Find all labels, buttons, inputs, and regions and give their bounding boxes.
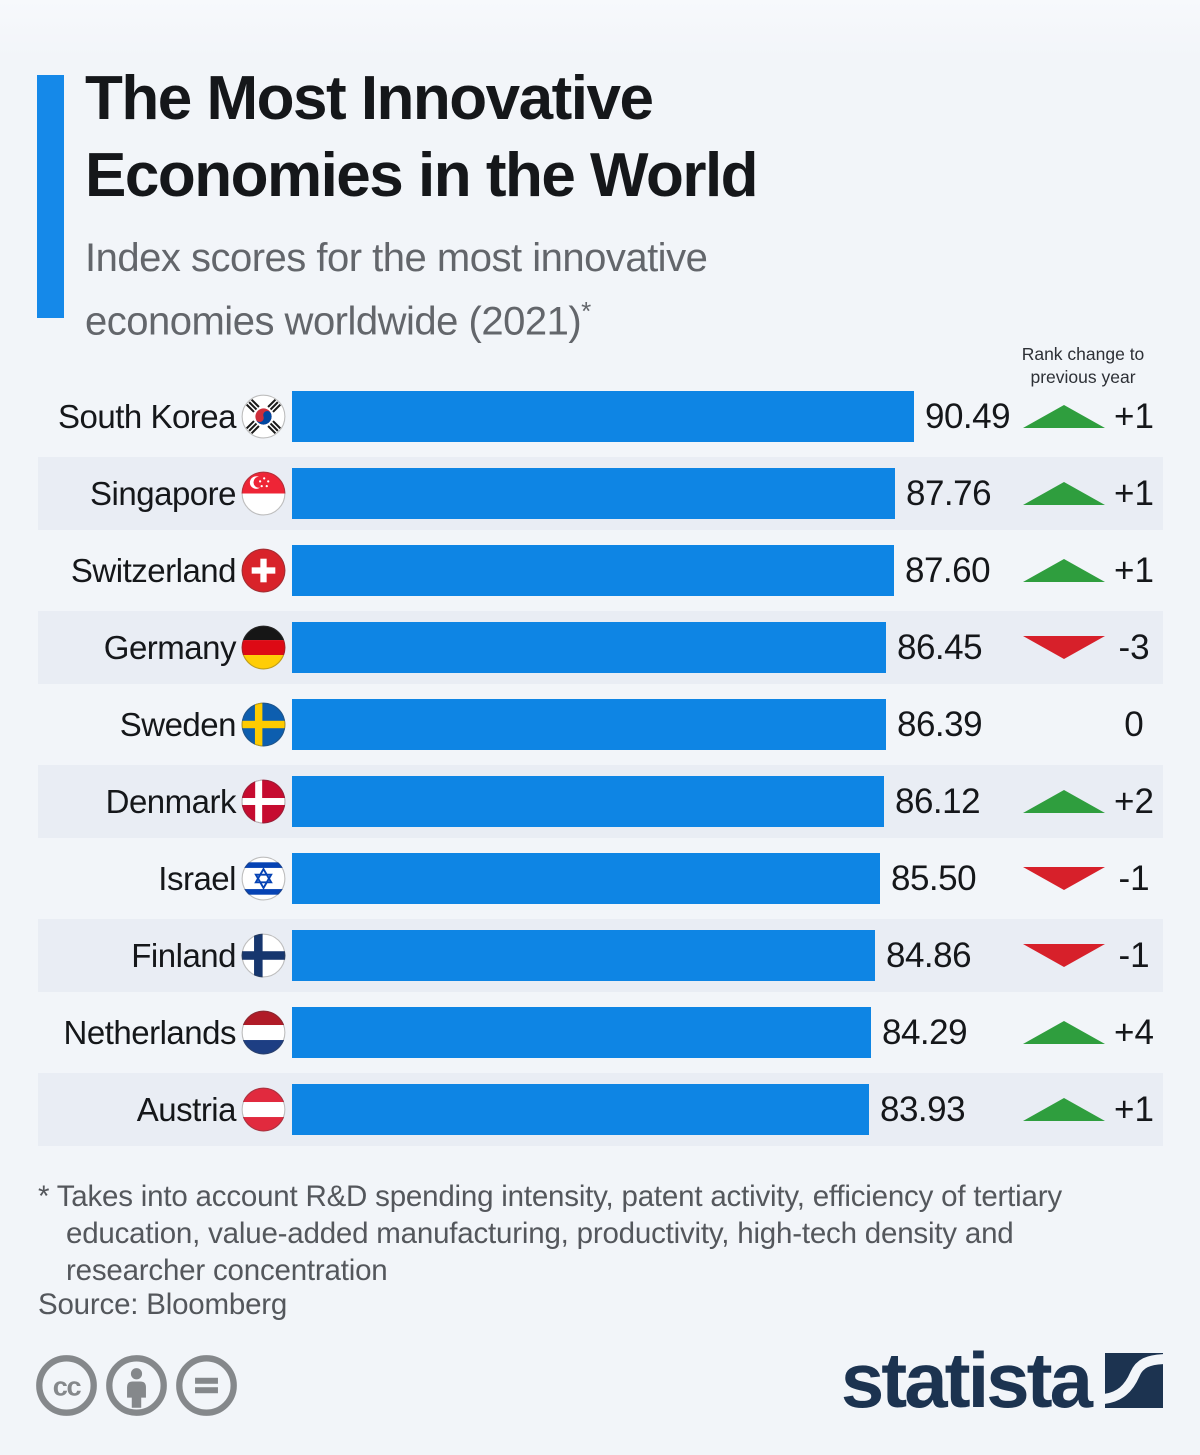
chart-row-south-korea: South Korea 90.49 +1: [0, 378, 1200, 455]
license-icons: cc: [35, 1354, 238, 1417]
statista-wordmark: statista: [840, 1336, 1093, 1424]
rank-up-icon: [1023, 455, 1105, 532]
cc-icon: cc: [35, 1354, 98, 1417]
rank-down-icon: [1023, 609, 1105, 686]
country-label: Singapore: [90, 475, 236, 512]
germany-flag-icon: [241, 625, 286, 670]
score-bar: [292, 468, 895, 519]
title-line-2: Economies in the World: [85, 141, 759, 210]
chart-row-germany: Germany 86.45 -3: [0, 609, 1200, 686]
score-bar: [292, 930, 875, 981]
subtitle-text: Index scores for the most innovative eco…: [85, 236, 708, 344]
rank-change-value: -1: [1118, 936, 1150, 975]
rank-no-change: [1023, 686, 1105, 763]
rank-change-value: +1: [1114, 474, 1154, 513]
score-bar: [292, 853, 880, 904]
rank-change-value: +1: [1114, 1090, 1154, 1129]
score-value: 86.45: [897, 628, 983, 667]
finland-flag-icon: [241, 933, 286, 978]
denmark-flag-icon: [241, 779, 286, 824]
statista-logo-icon: [1105, 1352, 1163, 1408]
statista-branding: statista: [840, 1336, 1163, 1424]
footnote: * Takes into account R&D spending intens…: [38, 1180, 1062, 1287]
sweden-flag-icon: [241, 702, 286, 747]
chart-row-singapore: Singapore 87.76 +1: [0, 455, 1200, 532]
rank-up-icon: [1023, 1071, 1105, 1148]
rank-up-icon: [1023, 532, 1105, 609]
netherlands-flag-icon: [241, 1010, 286, 1055]
rank-down-icon: [1023, 917, 1105, 994]
country-label: Finland: [131, 937, 236, 974]
singapore-flag-icon: [241, 471, 286, 516]
rank-change-value: +2: [1114, 782, 1154, 821]
score-bar: [292, 699, 886, 750]
country-label: Israel: [158, 860, 236, 897]
country-label: Netherlands: [63, 1014, 237, 1051]
score-value: 87.76: [906, 474, 992, 513]
country-label: Sweden: [119, 706, 237, 743]
rank-up-icon: [1023, 994, 1105, 1071]
score-value: 85.50: [891, 859, 977, 898]
source-line: Source: Bloomberg: [38, 1288, 288, 1321]
chart-row-israel: Israel 85.50 -1: [0, 840, 1200, 917]
chart-row-finland: Finland 84.86 -1: [0, 917, 1200, 994]
country-label: South Korea: [58, 398, 236, 435]
chart-row-netherlands: Netherlands 84.29 +4: [0, 994, 1200, 1071]
score-bar: [292, 1084, 869, 1135]
country-label: Denmark: [105, 783, 237, 820]
score-bar: [292, 545, 894, 596]
chart-row-sweden: Sweden 86.39 0: [0, 686, 1200, 763]
score-value: 84.29: [882, 1013, 968, 1052]
svg-text:cc: cc: [53, 1371, 82, 1402]
country-label: Switzerland: [70, 552, 237, 589]
score-value: 90.49: [925, 397, 1011, 436]
attribution-icon: [105, 1354, 168, 1417]
country-label: Austria: [136, 1091, 237, 1128]
footnote-marker: *: [581, 296, 591, 326]
rank-change-value: +1: [1114, 551, 1154, 590]
south-korea-flag-icon: [241, 394, 286, 439]
rank-change-value: -3: [1118, 628, 1150, 667]
rank-up-icon: [1023, 763, 1105, 840]
score-value: 84.86: [886, 936, 972, 975]
score-bar: [292, 1007, 871, 1058]
score-bar: [292, 622, 886, 673]
rank-change-value: +1: [1114, 397, 1154, 436]
chart-row-denmark: Denmark 86.12 +2: [0, 763, 1200, 840]
bar-chart: South Korea 90.49 +1 Singapore 87.76 +1 …: [0, 378, 1200, 1148]
rank-up-icon: [1023, 378, 1105, 455]
rank-change-legend: Rank change to previous year: [1021, 344, 1145, 387]
score-value: 83.93: [880, 1090, 966, 1129]
page-subtitle: Index scores for the most innovative eco…: [85, 232, 815, 348]
score-value: 87.60: [905, 551, 991, 590]
switzerland-flag-icon: [241, 548, 286, 593]
israel-flag-icon: [241, 856, 286, 901]
title-line-1: The Most Innovative: [85, 64, 654, 133]
chart-row-switzerland: Switzerland 87.60 +1: [0, 532, 1200, 609]
rank-change-value: 0: [1124, 705, 1144, 744]
austria-flag-icon: [241, 1087, 286, 1132]
score-value: 86.39: [897, 705, 983, 744]
rank-change-value: +4: [1114, 1013, 1154, 1052]
chart-row-austria: Austria 83.93 +1: [0, 1071, 1200, 1148]
country-label: Germany: [103, 629, 237, 666]
page-title: The Most Innovative Economies in the Worl…: [85, 60, 759, 214]
score-bar: [292, 391, 914, 442]
title-accent-bar: [37, 75, 64, 318]
rank-change-value: -1: [1118, 859, 1150, 898]
score-bar: [292, 776, 884, 827]
equals-icon: [175, 1354, 238, 1417]
score-value: 86.12: [895, 782, 981, 821]
rank-down-icon: [1023, 840, 1105, 917]
